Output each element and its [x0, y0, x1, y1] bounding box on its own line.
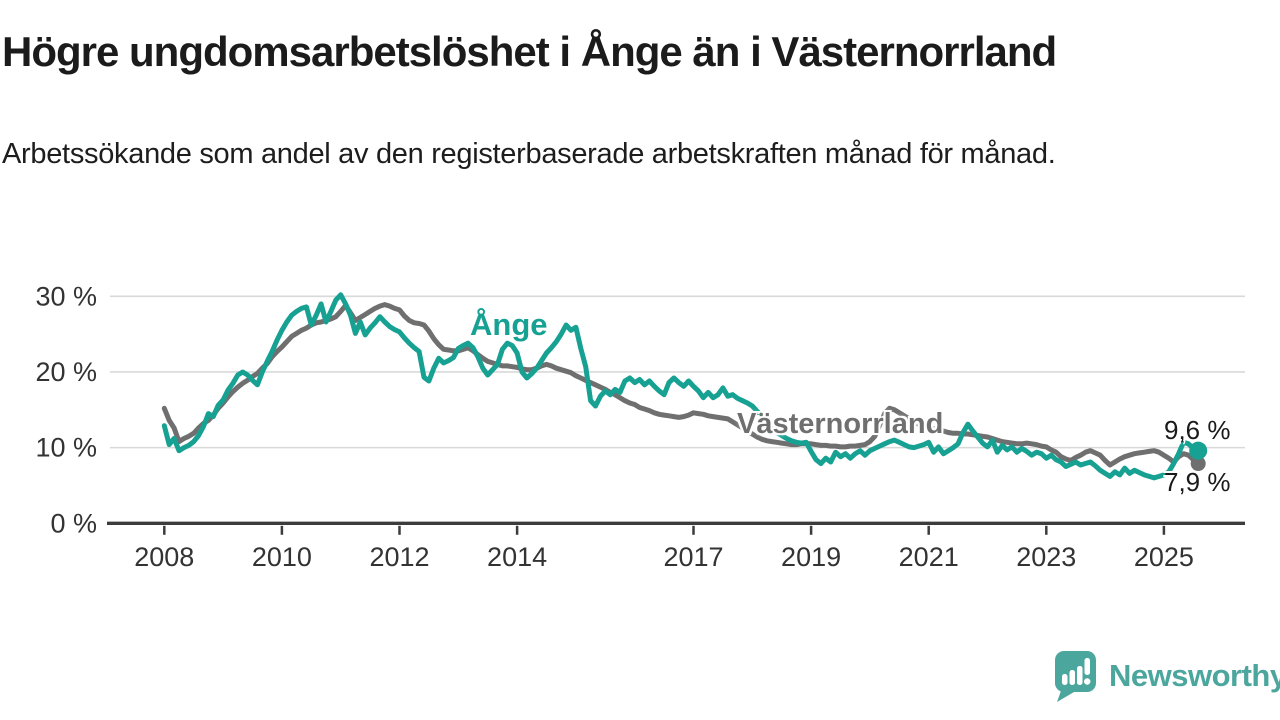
y-axis-tick-label: 20 % — [35, 357, 97, 387]
x-axis-tick-label: 2023 — [1016, 542, 1076, 572]
chart-subtitle: Arbetssökande som andel av den registerb… — [2, 138, 1056, 170]
end-value-label-ange: 9,6 % — [1164, 415, 1231, 445]
x-axis-tick-label: 2014 — [487, 542, 547, 572]
series-line-ange — [161, 292, 1201, 481]
y-axis-tick-label: 30 % — [35, 281, 97, 311]
end-value-label-vasternorrland: 7,9 % — [1164, 467, 1231, 497]
x-axis-tick-label: 2019 — [781, 542, 841, 572]
end-dot-ange — [1189, 441, 1208, 460]
chart-title: Högre ungdomsarbetslöshet i Ånge än i Vä… — [2, 28, 1057, 75]
end-dot-vasternorrland — [1190, 456, 1206, 472]
y-axis-tick-label: 0 % — [50, 508, 97, 538]
newsworthy-icon — [1055, 651, 1096, 702]
x-axis-tick-label: 2008 — [134, 542, 194, 572]
x-axis-tick-label: 2021 — [899, 542, 959, 572]
x-axis-tick-label: 2010 — [252, 542, 312, 572]
x-axis-tick-label: 2012 — [369, 542, 429, 572]
newsworthy-logo: Newsworthy — [1054, 650, 1280, 702]
newsworthy-wordmark: Newsworthy — [1109, 658, 1280, 693]
series-label-ange: Ånge — [470, 307, 548, 342]
series-label-vasternorrland: Västernorrland — [737, 408, 944, 440]
x-axis-tick-label: 2025 — [1134, 542, 1194, 572]
series-line-vasternorrland — [161, 302, 1201, 468]
y-axis-tick-label: 10 % — [35, 433, 97, 463]
x-axis-tick-label: 2017 — [663, 542, 723, 572]
